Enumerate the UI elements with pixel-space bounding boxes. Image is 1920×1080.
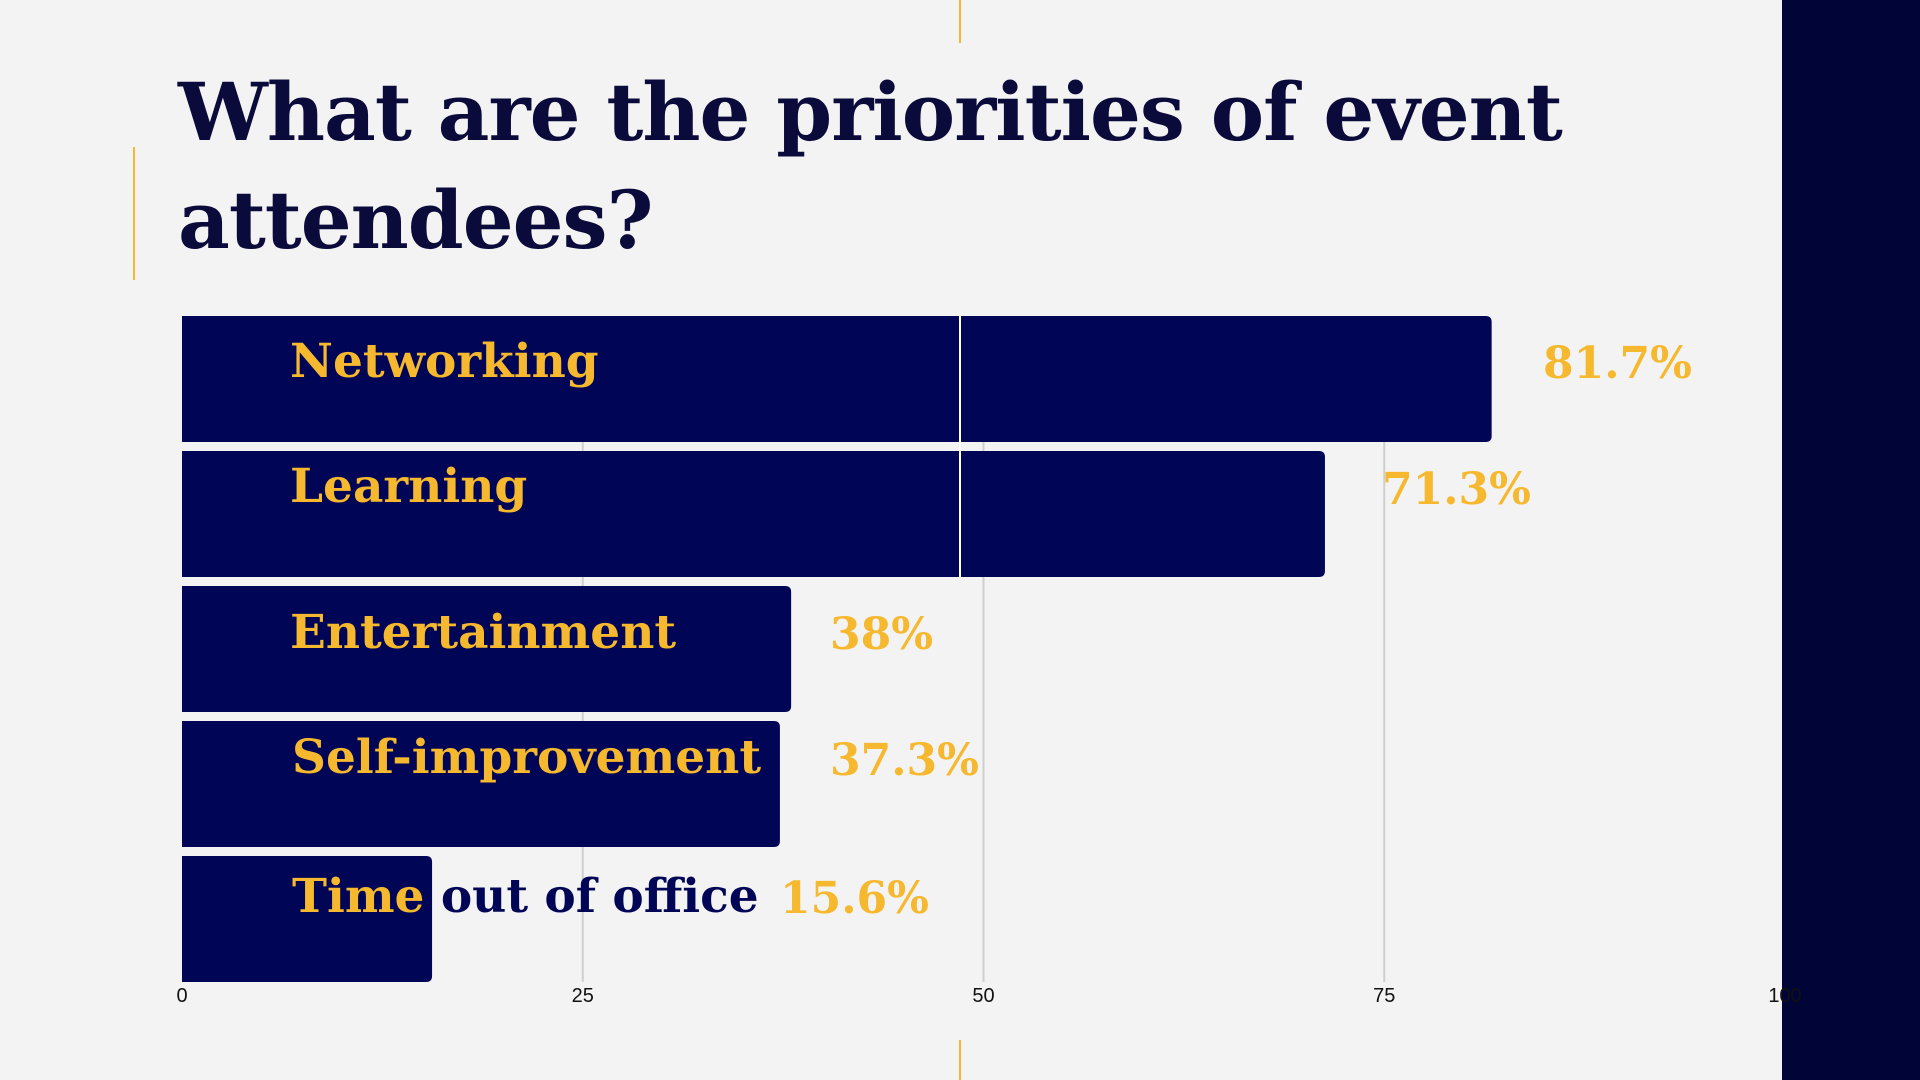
category-label-overflow: Time out of office [292, 869, 759, 924]
x-tick-label: 75 [1373, 985, 1395, 1007]
bar-group [182, 451, 1325, 577]
bar-group [182, 316, 1492, 442]
x-tick-label: 0 [176, 985, 187, 1007]
x-tick-label: 25 [572, 985, 594, 1007]
x-tick-label: 100 [1768, 985, 1801, 1007]
bottom-accent-line [959, 1040, 961, 1080]
category-label: Entertainment [290, 605, 676, 660]
bar-group [182, 856, 433, 982]
x-tick-label: 50 [972, 985, 994, 1007]
bar [182, 856, 433, 982]
category-label: Learning [290, 459, 527, 514]
bar [182, 721, 780, 847]
bar [182, 316, 1492, 442]
chart-title: What are the priorities of event attende… [178, 65, 1563, 267]
value-label: 81.7% [1543, 338, 1692, 389]
value-label: 37.3% [830, 735, 979, 786]
bar-group [182, 586, 792, 712]
value-label: 38% [830, 609, 933, 660]
top-accent-line [959, 0, 961, 43]
bar-group [182, 721, 780, 847]
category-label: Networking [290, 334, 599, 389]
left-accent-line [133, 147, 135, 280]
category-label: Time out of office [292, 869, 759, 924]
right-side-panel [1782, 0, 1920, 1080]
bar [182, 586, 792, 712]
category-label: Self-improvement [292, 730, 761, 785]
value-label: 15.6% [780, 873, 929, 924]
bar [182, 451, 1325, 577]
value-label: 71.3% [1382, 464, 1531, 515]
